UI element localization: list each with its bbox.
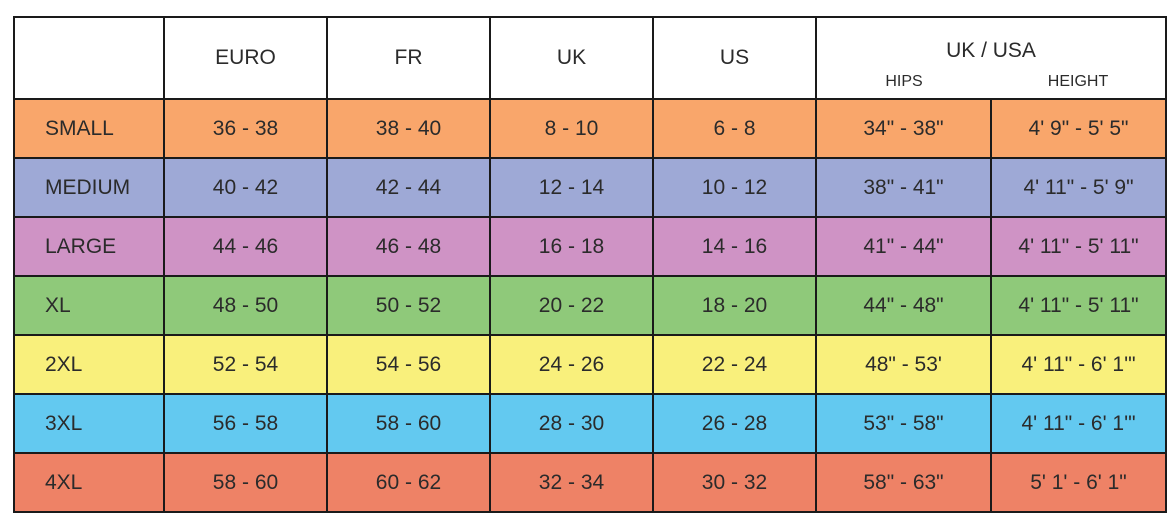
hips-cell: 41" - 44" xyxy=(815,216,992,277)
height-cell: 4' 9" - 5' 5" xyxy=(989,98,1168,159)
header-height: HEIGHT xyxy=(991,65,1168,100)
header-uk-usa: UK / USA xyxy=(814,16,1168,65)
size-cell: 4XL xyxy=(13,452,165,513)
fr-cell: 60 - 62 xyxy=(326,452,491,513)
us-cell: 6 - 8 xyxy=(652,98,817,159)
height-cell: 4' 11" - 5' 11" xyxy=(989,275,1168,336)
fr-cell: 58 - 60 xyxy=(326,393,491,454)
hips-cell: 58" - 63" xyxy=(815,452,992,513)
hips-cell: 53" - 58" xyxy=(815,393,992,454)
header-uk: UK xyxy=(489,16,654,100)
height-cell: 5' 1' - 6' 1" xyxy=(989,452,1168,513)
uk-cell: 28 - 30 xyxy=(489,393,654,454)
us-cell: 18 - 20 xyxy=(652,275,817,336)
size-cell: MEDIUM xyxy=(13,157,165,218)
table-row: LARGE 44 - 46 46 - 48 16 - 18 14 - 16 41… xyxy=(13,216,1168,277)
us-cell: 22 - 24 xyxy=(652,334,817,395)
size-chart-table: EURO FR UK US UK / USA HIPS HEIGHT SMALL… xyxy=(13,16,1168,513)
size-cell: SMALL xyxy=(13,98,165,159)
uk-cell: 24 - 26 xyxy=(489,334,654,395)
fr-cell: 54 - 56 xyxy=(326,334,491,395)
table-row: MEDIUM 40 - 42 42 - 44 12 - 14 10 - 12 3… xyxy=(13,157,1168,218)
hips-cell: 44" - 48" xyxy=(815,275,992,336)
fr-cell: 42 - 44 xyxy=(326,157,491,218)
header-size xyxy=(13,16,165,100)
header-row: EURO FR UK US UK / USA xyxy=(13,16,1168,100)
table-body: SMALL 36 - 38 38 - 40 8 - 10 6 - 8 34" -… xyxy=(13,98,1168,513)
uk-cell: 16 - 18 xyxy=(489,216,654,277)
table-row: XL 48 - 50 50 - 52 20 - 22 18 - 20 44" -… xyxy=(13,275,1168,336)
table-row: 3XL 56 - 58 58 - 60 28 - 30 26 - 28 53" … xyxy=(13,393,1168,454)
header-us: US xyxy=(652,16,817,100)
euro-cell: 36 - 38 xyxy=(163,98,328,159)
euro-cell: 56 - 58 xyxy=(163,393,328,454)
hips-cell: 48" - 53' xyxy=(815,334,992,395)
fr-cell: 38 - 40 xyxy=(326,98,491,159)
euro-cell: 52 - 54 xyxy=(163,334,328,395)
size-chart: EURO FR UK US UK / USA HIPS HEIGHT SMALL… xyxy=(13,16,1168,513)
us-cell: 14 - 16 xyxy=(652,216,817,277)
uk-cell: 12 - 14 xyxy=(489,157,654,218)
fr-cell: 50 - 52 xyxy=(326,275,491,336)
euro-cell: 44 - 46 xyxy=(163,216,328,277)
hips-cell: 38" - 41" xyxy=(815,157,992,218)
height-cell: 4' 11" - 5' 11" xyxy=(989,216,1168,277)
height-cell: 4' 11" - 5' 9" xyxy=(989,157,1168,218)
hips-cell: 34" - 38" xyxy=(815,98,992,159)
size-cell: XL xyxy=(13,275,165,336)
us-cell: 26 - 28 xyxy=(652,393,817,454)
header-hips: HIPS xyxy=(815,65,991,100)
us-cell: 30 - 32 xyxy=(652,452,817,513)
size-cell: 2XL xyxy=(13,334,165,395)
uk-cell: 32 - 34 xyxy=(489,452,654,513)
height-cell: 4' 11" - 6' 1'" xyxy=(989,334,1168,395)
table-row: 2XL 52 - 54 54 - 56 24 - 26 22 - 24 48" … xyxy=(13,334,1168,395)
euro-cell: 48 - 50 xyxy=(163,275,328,336)
uk-cell: 20 - 22 xyxy=(489,275,654,336)
us-cell: 10 - 12 xyxy=(652,157,817,218)
table-row: 4XL 58 - 60 60 - 62 32 - 34 30 - 32 58" … xyxy=(13,452,1168,513)
height-cell: 4' 11" - 6' 1'" xyxy=(989,393,1168,454)
fr-cell: 46 - 48 xyxy=(326,216,491,277)
header-subrow: HIPS HEIGHT xyxy=(14,65,1168,100)
size-cell: LARGE xyxy=(13,216,165,277)
euro-cell: 40 - 42 xyxy=(163,157,328,218)
header-fr: FR xyxy=(326,16,491,100)
header-euro: EURO xyxy=(163,16,328,100)
table-row: SMALL 36 - 38 38 - 40 8 - 10 6 - 8 34" -… xyxy=(13,98,1168,159)
uk-cell: 8 - 10 xyxy=(489,98,654,159)
size-cell: 3XL xyxy=(13,393,165,454)
euro-cell: 58 - 60 xyxy=(163,452,328,513)
